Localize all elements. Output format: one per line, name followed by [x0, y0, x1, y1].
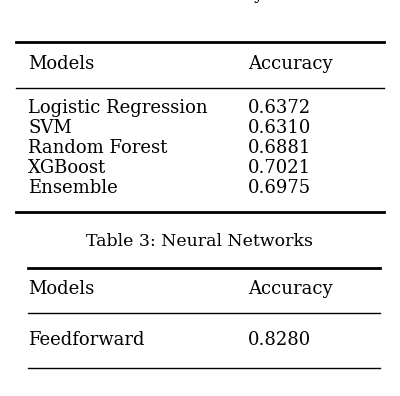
Text: Table 2: Sentiment Analysis Models: Table 2: Sentiment Analysis Models: [43, 0, 357, 2]
Text: 0.8280: 0.8280: [248, 331, 311, 349]
Text: Logistic Regression: Logistic Regression: [28, 99, 208, 117]
Text: Models: Models: [28, 280, 94, 298]
Text: Models: Models: [28, 55, 94, 73]
Text: 0.6372: 0.6372: [248, 99, 311, 117]
Text: Accuracy: Accuracy: [248, 280, 333, 298]
Text: 0.7021: 0.7021: [248, 159, 311, 177]
Text: XGBoost: XGBoost: [28, 159, 106, 177]
Text: Feedforward: Feedforward: [28, 331, 144, 349]
Text: SVM: SVM: [28, 119, 72, 137]
Text: 0.6881: 0.6881: [248, 139, 311, 157]
Text: Ensemble: Ensemble: [28, 179, 118, 197]
Text: 0.6975: 0.6975: [248, 179, 311, 197]
Text: Accuracy: Accuracy: [248, 55, 333, 73]
Text: Table 3: Neural Networks: Table 3: Neural Networks: [86, 233, 314, 250]
Text: 0.6310: 0.6310: [248, 119, 311, 137]
Text: Random Forest: Random Forest: [28, 139, 167, 157]
